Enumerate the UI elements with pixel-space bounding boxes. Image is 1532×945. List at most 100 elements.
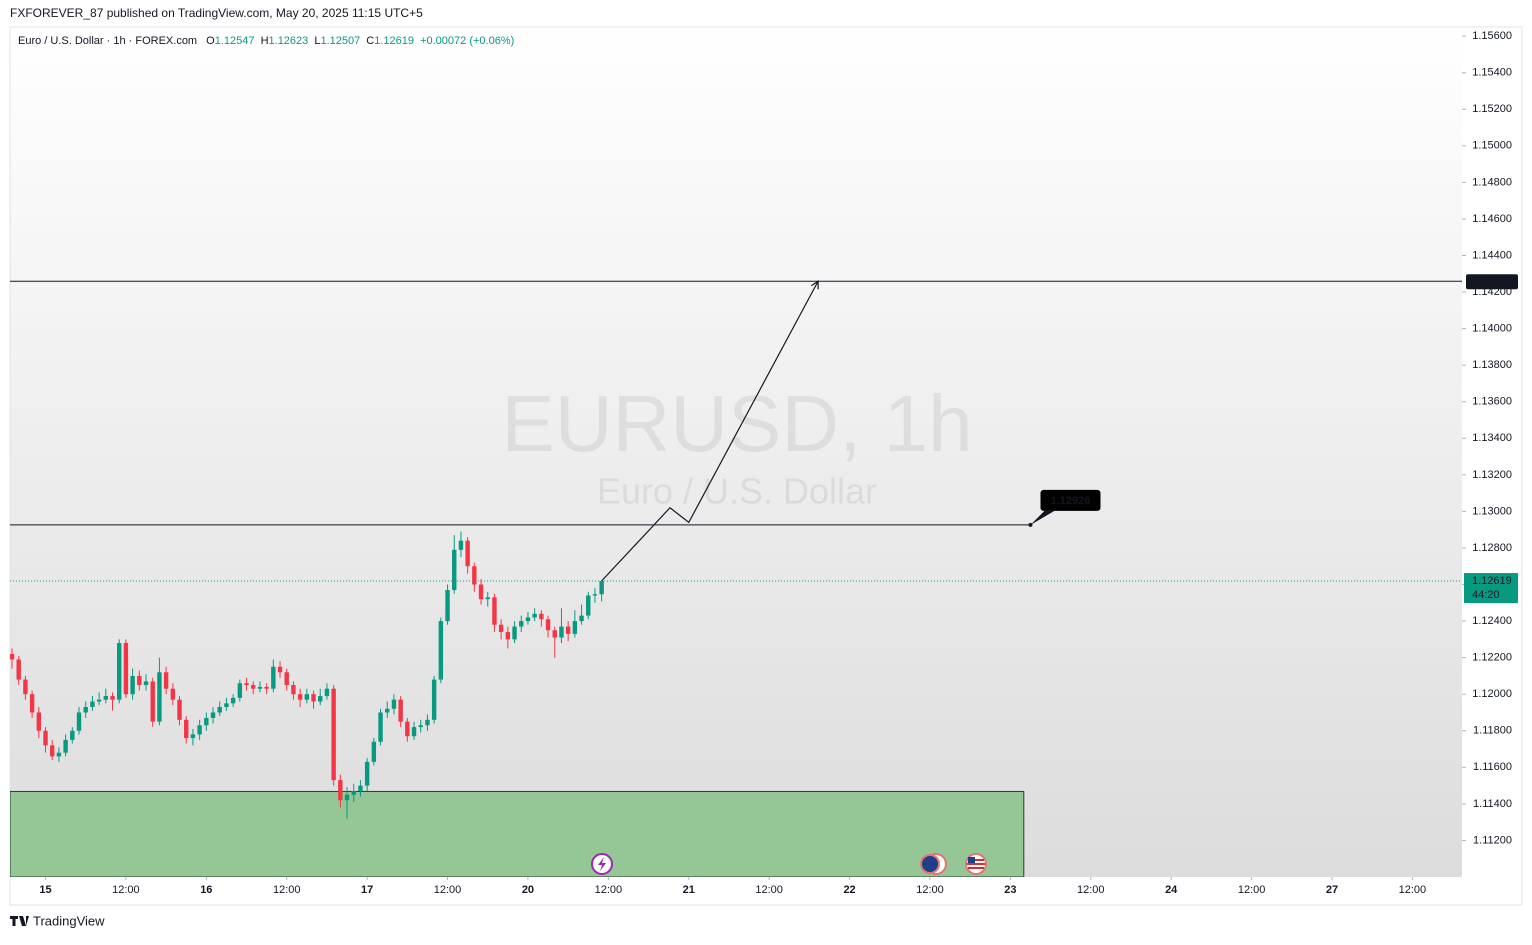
- y-tick-label: 1.11400: [1473, 798, 1512, 810]
- candle-body: [50, 745, 55, 757]
- candle-body: [318, 696, 323, 702]
- last-price-label: 1.12619: [1472, 575, 1512, 587]
- candle-body: [525, 617, 531, 622]
- time-axis: [10, 877, 1462, 905]
- x-tick-label: 24: [1165, 884, 1178, 896]
- candle-body: [498, 624, 504, 633]
- x-tick-label: 22: [843, 884, 855, 896]
- symbol-title: Euro / U.S. Dollar · 1h · FOREX.com: [18, 35, 197, 47]
- candle-body: [230, 697, 236, 704]
- candle-body: [271, 666, 276, 689]
- candle-body: [10, 653, 15, 660]
- x-tick-label: 12:00: [755, 884, 783, 896]
- footer-brand: TradingView: [33, 913, 105, 928]
- price-axis: [1462, 27, 1522, 905]
- x-tick-label: 12:00: [112, 884, 140, 896]
- legend: Euro / U.S. Dollar · 1h · FOREX.com O1.1…: [18, 35, 514, 47]
- callout-pointer: [1030, 510, 1055, 525]
- x-tick-label: 12:00: [1399, 884, 1427, 896]
- candle-body: [465, 540, 470, 567]
- candle-body: [371, 741, 377, 762]
- candle-body: [217, 707, 222, 713]
- candle-body: [277, 666, 283, 673]
- y-tick-label: 1.12200: [1472, 652, 1512, 664]
- candle-body: [505, 632, 511, 640]
- candle-body: [431, 679, 437, 720]
- demand-zone: [10, 790, 1025, 877]
- candle-body: [405, 721, 410, 737]
- change-value: +0.00072 (+0.06%): [420, 35, 514, 47]
- y-tick-label: 1.11800: [1473, 725, 1512, 737]
- x-tick-label: 12:00: [434, 884, 462, 896]
- candle-body: [572, 621, 578, 634]
- candle-body: [163, 672, 169, 689]
- candle-body: [599, 581, 604, 595]
- y-tick-label: 1.15200: [1472, 103, 1512, 115]
- publisher-header: FXFOREVER_87 published on TradingView.co…: [10, 6, 423, 20]
- y-tick-label: 1.11600: [1473, 761, 1512, 773]
- projection-path: [601, 280, 819, 582]
- candle-body: [364, 761, 370, 786]
- callout-box: [1040, 489, 1101, 511]
- candle-body: [438, 621, 444, 680]
- level-label: 1.14259: [1472, 276, 1512, 288]
- candle-body: [452, 549, 457, 591]
- close-label: C: [366, 35, 374, 47]
- y-tick-label: 1.13200: [1472, 469, 1512, 481]
- x-tick-label: 16: [200, 884, 212, 896]
- candle-body: [190, 734, 196, 739]
- event-icon: [598, 857, 606, 871]
- candle-body: [137, 675, 142, 686]
- candle-body: [418, 725, 423, 728]
- open-label: O: [206, 35, 215, 47]
- candle-body: [43, 730, 48, 746]
- open-value: 1.12547: [215, 35, 255, 47]
- x-tick-label: 27: [1326, 884, 1338, 896]
- candle-body: [110, 696, 115, 700]
- y-tick-label: 1.13800: [1472, 359, 1512, 371]
- x-tick-label: 12:00: [1077, 884, 1105, 896]
- candle-body: [143, 681, 149, 686]
- candle-body: [485, 597, 490, 600]
- x-tick-label: 12:00: [595, 884, 623, 896]
- watermark: EURUSD, 1h: [501, 379, 972, 468]
- candle-body: [284, 672, 289, 686]
- candle-body: [344, 794, 350, 801]
- candle-body: [358, 785, 363, 792]
- candle-body: [291, 685, 296, 695]
- candle-body: [411, 727, 417, 737]
- candle-body: [472, 566, 477, 585]
- countdown-label: 44:20: [1472, 589, 1500, 601]
- candle-body: [90, 701, 95, 707]
- candle-body: [559, 626, 564, 638]
- candle-body: [83, 707, 88, 713]
- candle-body: [210, 712, 216, 718]
- candle-body: [519, 621, 524, 627]
- candle-body: [76, 712, 82, 731]
- low-value: 1.12507: [320, 35, 360, 47]
- candle-body: [150, 681, 155, 722]
- candle-body: [478, 584, 484, 600]
- watermark-sub: Euro / U.S. Dollar: [597, 471, 877, 512]
- candle-body: [351, 791, 356, 795]
- logo-icon: [10, 916, 29, 926]
- x-tick-label: 20: [522, 884, 534, 896]
- y-tick-label: 1.15000: [1472, 140, 1512, 152]
- candle-body: [130, 675, 135, 695]
- candle-body: [123, 643, 129, 695]
- level-label-box: [1466, 274, 1518, 290]
- frame: [9, 26, 1523, 906]
- candle-body: [251, 685, 256, 689]
- event-icons: [591, 853, 987, 875]
- candle-body: [592, 594, 598, 596]
- candle-body: [204, 717, 209, 726]
- candle-body: [338, 780, 343, 801]
- x-tick-label: 17: [361, 884, 373, 896]
- candle-body: [157, 672, 162, 722]
- x-tick-label: 15: [39, 884, 51, 896]
- candle-body: [117, 643, 122, 700]
- candle-body: [539, 613, 544, 620]
- candle-body: [311, 694, 316, 702]
